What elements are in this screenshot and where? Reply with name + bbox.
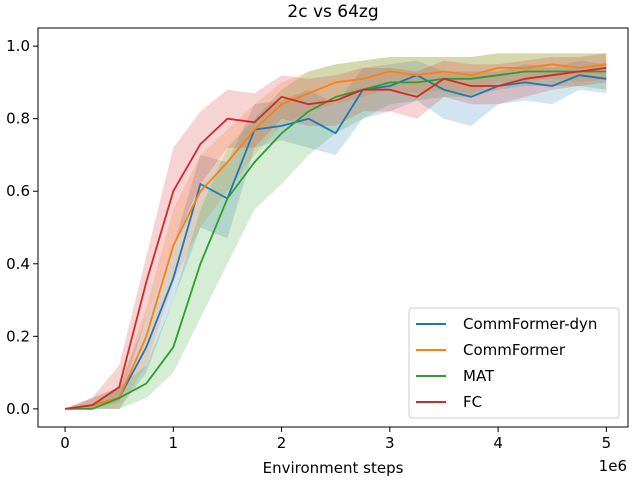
band-series-2	[65, 53, 607, 409]
y-tick-label: 0.2	[6, 327, 30, 345]
band-series-3	[65, 53, 607, 409]
confidence-bands	[65, 53, 607, 409]
line-series-4	[64, 67, 607, 410]
y-tick-label: 1.0	[6, 37, 30, 55]
y-tick-label: 0.4	[6, 255, 30, 273]
x-tick-label: 3	[385, 434, 395, 452]
y-axis-ticks: 0.0 0.2 0.4 0.6 0.8 1.0	[6, 37, 38, 418]
line-series-1	[64, 74, 607, 410]
legend-label: CommFormer-dyn	[463, 315, 597, 333]
band-series-1	[65, 60, 607, 409]
series-lines	[64, 63, 607, 410]
x-tick-label: 4	[493, 434, 503, 452]
y-tick-label: 0.0	[6, 400, 30, 418]
y-tick-label: 0.8	[6, 110, 30, 128]
x-axis-label: Environment steps	[263, 459, 404, 477]
legend-label: CommFormer	[463, 341, 566, 359]
x-axis-offset-label: 1e6	[599, 457, 627, 475]
x-tick-label: 5	[602, 434, 612, 452]
legend-label: MAT	[463, 367, 495, 385]
band-series-4	[65, 53, 607, 409]
x-tick-label: 2	[277, 434, 287, 452]
legend-label: FC	[463, 393, 482, 411]
line-series-3	[65, 70, 607, 410]
legend-box	[408, 307, 620, 419]
line-series-2	[64, 63, 607, 410]
chart-title: 2c vs 64zg	[287, 2, 378, 22]
legend: CommFormer-dyn CommFormer MAT FC	[408, 307, 620, 419]
x-tick-label: 1	[169, 434, 179, 452]
x-tick-label: 0	[60, 434, 70, 452]
plot-area-frame	[37, 27, 629, 428]
x-axis-ticks: 0 1 2 3 4 5	[60, 427, 611, 452]
y-tick-label: 0.6	[6, 182, 30, 200]
